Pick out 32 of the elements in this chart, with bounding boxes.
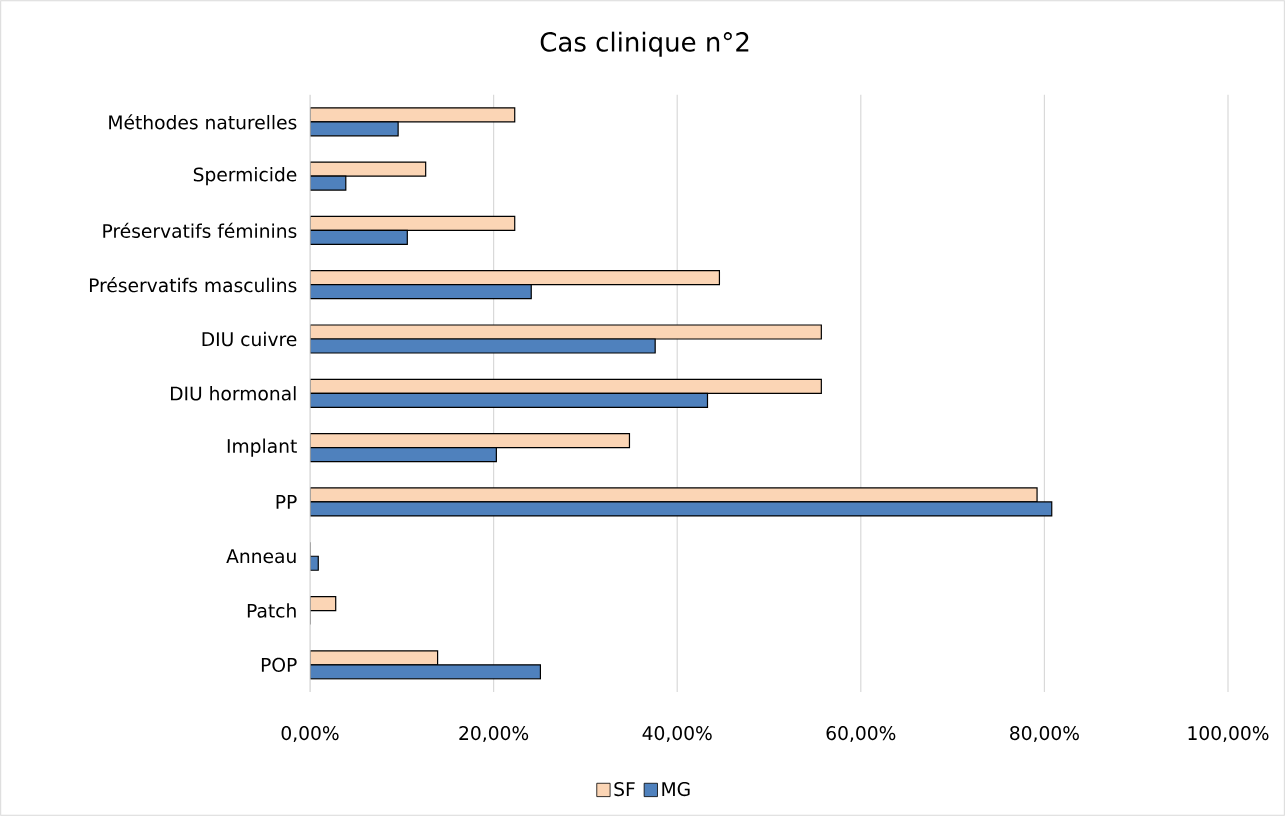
bar (310, 392, 709, 408)
y-tick-label: Préservatifs féminins (103, 222, 297, 239)
bar (310, 664, 542, 680)
y-tick-label: DIU cuivre (202, 331, 297, 347)
bar (310, 378, 822, 394)
bar (310, 229, 408, 246)
bar (310, 447, 497, 463)
y-tick-label: Anneau (226, 549, 296, 564)
y-tick-label: Patch (247, 603, 296, 618)
bar (310, 284, 532, 300)
x-tick-label: 60,00% (826, 726, 896, 743)
bar (310, 433, 631, 449)
bar (310, 107, 516, 123)
legend-label: MG (662, 782, 690, 797)
y-tick-label: PP (276, 495, 297, 509)
bar (310, 121, 399, 137)
legend-label: SF (614, 782, 635, 797)
bar (310, 270, 721, 286)
y-tick-label: POP (261, 657, 297, 672)
y-tick-label: Préservatifs masculins (89, 277, 297, 293)
y-tick-label: DIU hormonal (171, 386, 296, 401)
x-tick-label: 20,00% (459, 726, 529, 743)
chart-title: Cas clinique n°2 (540, 31, 749, 57)
y-tick-label: Implant (227, 438, 297, 457)
bar (310, 215, 516, 232)
x-tick-label: 40,00% (642, 726, 712, 743)
bar (310, 650, 439, 666)
y-tick-label: Spermicide (193, 167, 297, 186)
y-tick-label: Méthodes naturelles (109, 114, 297, 130)
x-tick-label: 0,00% (281, 726, 339, 743)
x-tick-label: 80,00% (1010, 726, 1079, 743)
x-tick-label: 100,00% (1188, 726, 1269, 743)
